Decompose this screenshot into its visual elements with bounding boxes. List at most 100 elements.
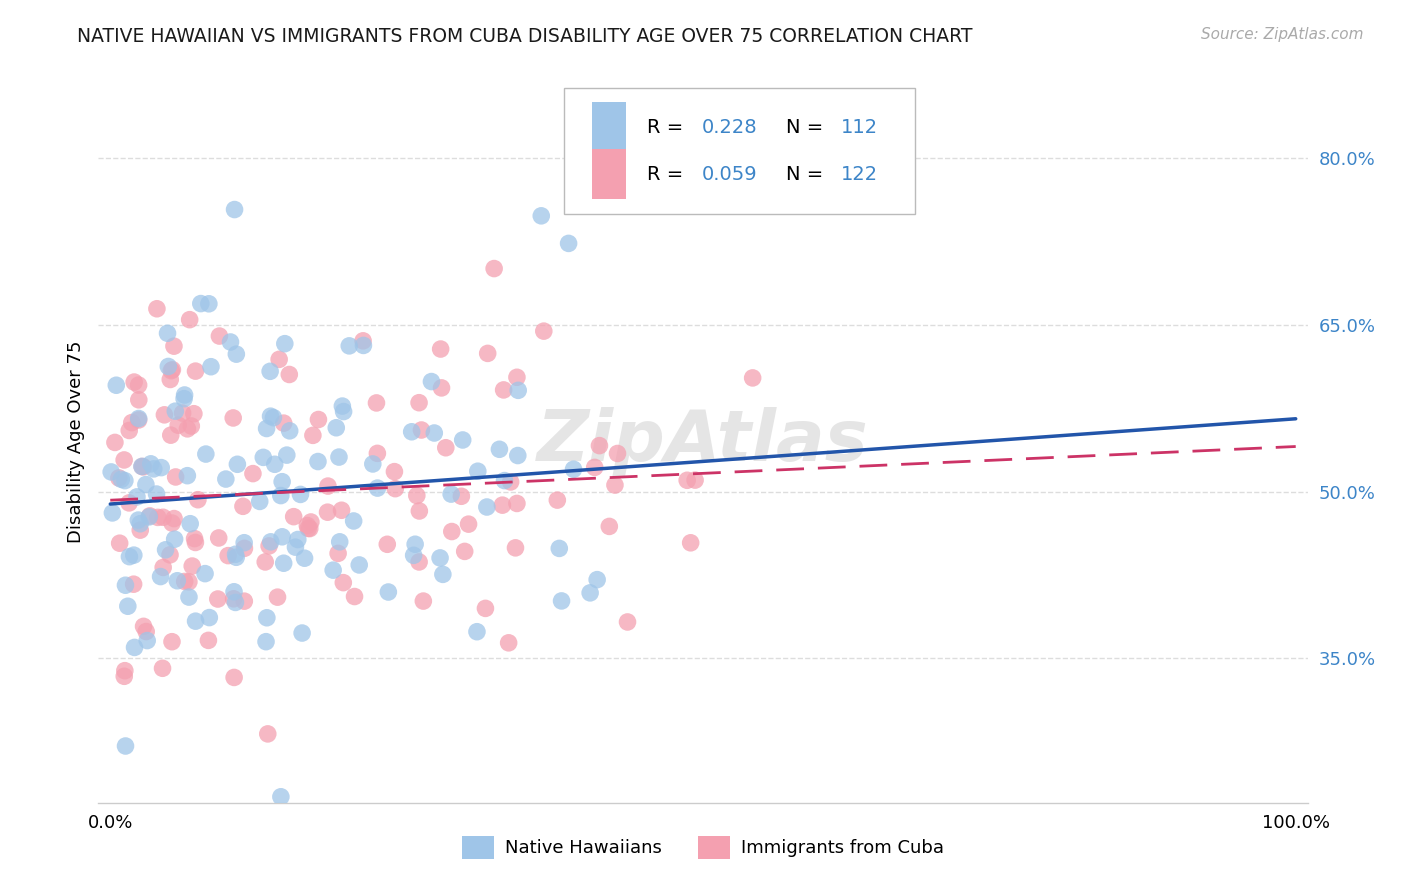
Point [128, 378, 150, 392]
Point [173, 388, 195, 402]
Point [375, 537, 398, 551]
Point [224, 670, 246, 684]
Point [139, 508, 162, 523]
Point [278, 368, 301, 382]
Point [307, 412, 329, 426]
Point [225, 547, 247, 561]
Point [347, 558, 370, 572]
Text: N =: N = [786, 165, 830, 184]
Point [256, 611, 278, 625]
Point [562, 462, 585, 476]
Point [366, 446, 388, 460]
Text: R =: R = [647, 118, 690, 136]
Point [222, 411, 245, 425]
Point [101, 506, 124, 520]
Point [183, 532, 205, 546]
Point [492, 383, 515, 397]
Point [352, 338, 374, 352]
Point [263, 458, 285, 472]
Point [181, 559, 204, 574]
Point [676, 473, 699, 487]
Point [208, 329, 231, 343]
Point [588, 439, 610, 453]
Point [160, 364, 183, 378]
Point [679, 536, 702, 550]
Point [225, 347, 247, 361]
Point [131, 459, 153, 474]
Point [165, 470, 187, 484]
Point [429, 550, 451, 565]
Point [222, 584, 245, 599]
Point [194, 447, 217, 461]
Point [112, 669, 135, 683]
Point [429, 342, 451, 356]
Point [283, 509, 305, 524]
Point [401, 425, 423, 439]
FancyBboxPatch shape [592, 102, 626, 153]
Point [183, 407, 205, 421]
Point [114, 739, 136, 753]
Point [408, 555, 430, 569]
Text: Source: ZipAtlas.com: Source: ZipAtlas.com [1201, 27, 1364, 42]
Point [423, 425, 446, 440]
Point [152, 661, 174, 675]
Point [298, 522, 321, 536]
Point [110, 472, 132, 486]
Point [254, 555, 277, 569]
Point [152, 510, 174, 524]
Point [104, 435, 127, 450]
Point [157, 359, 180, 374]
Point [440, 524, 463, 539]
Point [179, 312, 201, 326]
Point [105, 378, 128, 392]
Point [155, 542, 177, 557]
Point [454, 544, 477, 558]
Point [384, 482, 406, 496]
Point [408, 395, 430, 409]
Point [322, 563, 344, 577]
Point [179, 516, 201, 531]
Point [290, 487, 312, 501]
Point [270, 489, 292, 503]
Point [530, 209, 553, 223]
Point [232, 500, 254, 514]
Point [598, 519, 620, 533]
Point [256, 421, 278, 435]
Point [361, 457, 384, 471]
Point [616, 615, 638, 629]
Point [606, 446, 628, 460]
Point [149, 569, 172, 583]
Point [159, 428, 181, 442]
Text: 122: 122 [841, 165, 877, 184]
Point [506, 370, 529, 384]
Point [226, 458, 249, 472]
Point [180, 419, 202, 434]
Point [326, 546, 349, 560]
Point [208, 531, 231, 545]
Point [242, 467, 264, 481]
Point [156, 326, 179, 341]
Point [474, 601, 496, 615]
Point [150, 460, 173, 475]
Point [586, 573, 609, 587]
Point [125, 490, 148, 504]
Point [316, 479, 339, 493]
Point [225, 550, 247, 565]
Point [146, 301, 169, 316]
Point [603, 478, 626, 492]
Point [284, 540, 307, 554]
Point [233, 541, 256, 556]
Text: 0.059: 0.059 [702, 165, 758, 184]
Point [184, 535, 207, 549]
Point [160, 516, 183, 530]
Point [450, 489, 472, 503]
Point [114, 474, 136, 488]
Point [299, 515, 322, 529]
Point [579, 586, 602, 600]
Point [198, 297, 221, 311]
Point [184, 364, 207, 378]
Text: ZipAtlas: ZipAtlas [537, 407, 869, 476]
Point [316, 505, 339, 519]
Point [276, 448, 298, 462]
Point [273, 416, 295, 430]
